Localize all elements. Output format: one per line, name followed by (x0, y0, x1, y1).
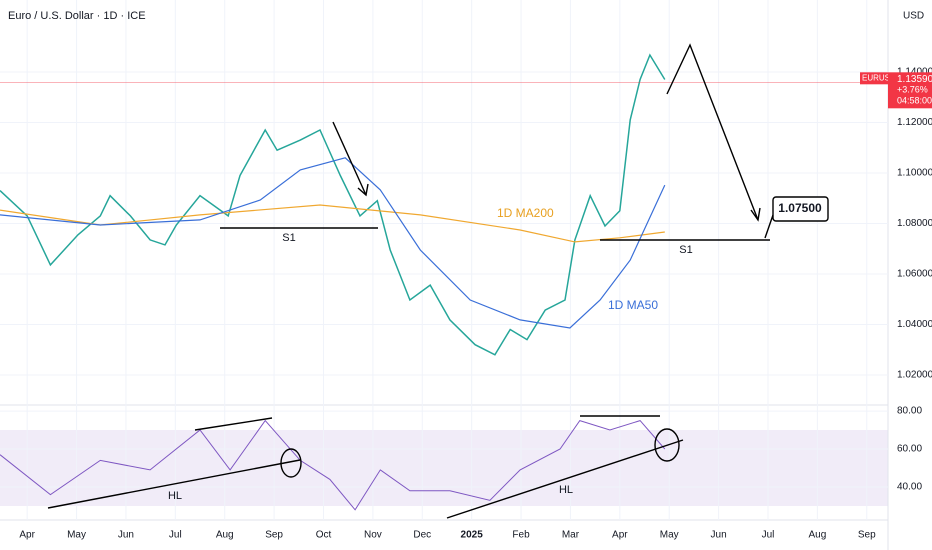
y-tick-label: 1.10000 (897, 168, 932, 179)
x-tick-label: 2025 (461, 530, 484, 541)
x-tick-label: Dec (413, 530, 431, 541)
ma200-label: 1D MA200 (497, 206, 554, 220)
y-tick-label: 1.12000 (897, 117, 932, 128)
price-tag (888, 72, 932, 109)
x-tick-label: Aug (216, 530, 234, 541)
y-tick-label: 1.02000 (897, 370, 932, 381)
circle (654, 428, 680, 462)
projection (666, 43, 759, 221)
price-line (0, 53, 666, 356)
moving-average (0, 157, 666, 329)
symbol-tag: EURUSD (862, 73, 896, 82)
annotation: S1 (679, 244, 692, 256)
y-tick-label: 60.00 (897, 444, 922, 455)
plot (0, 53, 888, 511)
change-label: +3.76% (897, 85, 928, 95)
x-tick-label: May (660, 530, 679, 541)
last-price-label: 1.13590 (897, 74, 932, 85)
y-tick-label: 1.04000 (897, 319, 932, 330)
y-tick-label: 1.14000 (897, 67, 932, 78)
rsi-band (0, 430, 888, 506)
arrowhead (357, 183, 369, 197)
x-tick-label: Jun (118, 530, 134, 541)
arrowhead (750, 207, 761, 222)
y-tick-label: 80.00 (897, 406, 922, 417)
rsi-line (0, 419, 666, 511)
ma50-label: 1D MA50 (608, 298, 658, 312)
x-tick-label: Feb (512, 530, 530, 541)
hl-line (47, 459, 301, 509)
arrow (332, 121, 367, 196)
annotation: HL (559, 484, 573, 496)
annotation: HL (168, 490, 182, 502)
x-tick-label: Jun (711, 530, 727, 541)
moving-average (0, 204, 665, 243)
y-tick-label: 40.00 (897, 482, 922, 493)
trend-line (194, 417, 273, 431)
x-tick-label: Jul (169, 530, 182, 541)
currency: USD (903, 11, 924, 22)
title: Euro / U.S. Dollar · 1D · ICE (8, 10, 146, 22)
x-tick-label: Nov (364, 530, 382, 541)
callout-pointer (764, 214, 774, 239)
drawings (47, 43, 829, 519)
price-tag (860, 72, 888, 85)
x-tick-label: Apr (19, 530, 35, 541)
x-tick-label: Oct (316, 530, 332, 541)
countdown-label: 04:58:00 (897, 96, 932, 106)
x-tick-label: Sep (265, 530, 283, 541)
annotation: S1 (282, 232, 295, 244)
hl-line (446, 439, 684, 519)
target-label: 1.07500 (778, 201, 822, 215)
x-tick-label: Apr (612, 530, 628, 541)
x-tick-label: Sep (858, 530, 876, 541)
x-tick-label: May (67, 530, 86, 541)
y-tick-label: 1.08000 (897, 218, 932, 229)
x-tick-label: Jul (762, 530, 775, 541)
y-tick-label: 1.06000 (897, 269, 932, 280)
x-tick-label: Aug (808, 530, 826, 541)
callout-box (772, 196, 829, 222)
x-tick-label: Mar (562, 530, 580, 541)
circle (280, 448, 302, 478)
